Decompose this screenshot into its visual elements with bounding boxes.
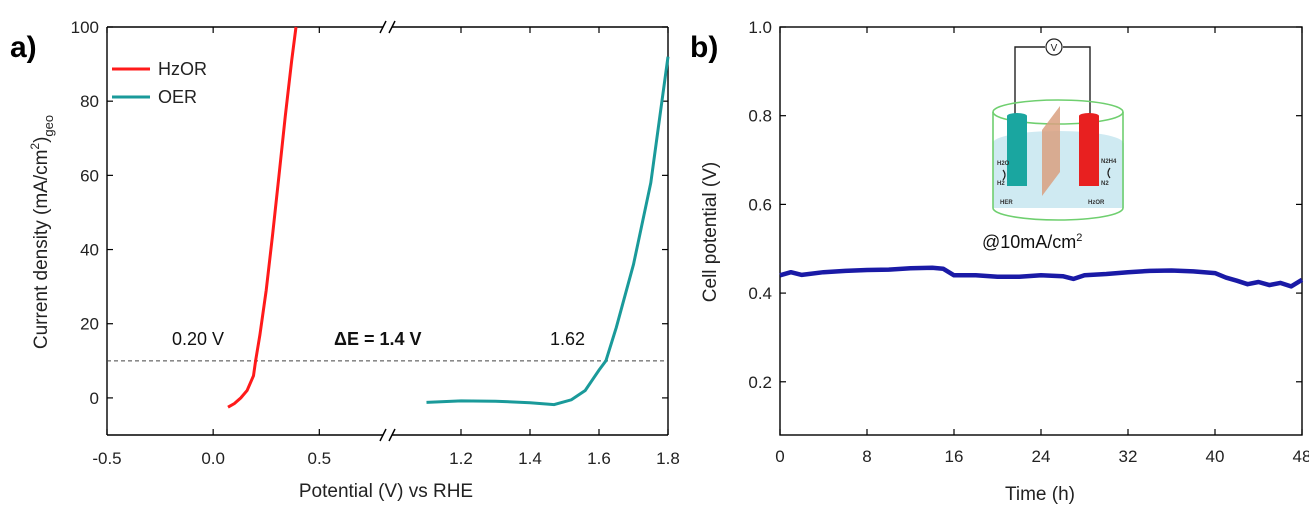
y-tick-label: 60 bbox=[80, 166, 99, 185]
inset-right-molecule-2: N2 bbox=[1101, 181, 1109, 187]
her-electrode-icon bbox=[1007, 116, 1027, 186]
y-tick-label: 0.6 bbox=[748, 195, 772, 214]
annotation-oer-onset: 1.62 bbox=[550, 329, 585, 349]
inset-left-arrow-icon bbox=[1002, 169, 1006, 181]
y-tick-label: 100 bbox=[71, 18, 99, 37]
x-tick-label: 40 bbox=[1206, 447, 1225, 466]
panel-a-legend: HzOR OER bbox=[112, 59, 207, 107]
annotation-hzor-onset: 0.20 V bbox=[172, 329, 224, 349]
axis-break-mark bbox=[388, 20, 396, 34]
panel-b-x-ticks: 0 8 16 24 32 40 48 bbox=[775, 27, 1309, 466]
panel-b-y-axis-title: Cell potential (V) bbox=[700, 162, 721, 302]
x-tick-label: 24 bbox=[1032, 447, 1051, 466]
y-tick-label: 80 bbox=[80, 92, 99, 111]
y-title-sub: geo bbox=[41, 115, 56, 137]
y-tick-label: 40 bbox=[80, 241, 99, 260]
x-tick-label: 8 bbox=[862, 447, 871, 466]
series-line-oer bbox=[426, 56, 670, 407]
her-electrode-top bbox=[1007, 113, 1027, 119]
axis-break-mark bbox=[379, 428, 387, 442]
panel-a-x-ticks: -0.5 0.0 0.5 1.2 1.4 1.6 1.8 bbox=[92, 27, 680, 468]
y-tick-label: 20 bbox=[80, 315, 99, 334]
panel-a-y-axis-title: Current density (mA/cm2)geo bbox=[28, 115, 56, 349]
panel-a-axis-break bbox=[379, 20, 396, 442]
y-title-main: Current density (mA/cm bbox=[31, 150, 52, 350]
x-tick-label: 0.0 bbox=[201, 449, 225, 468]
voltmeter-icon bbox=[1045, 38, 1063, 56]
inset-hzor-label: HzOR bbox=[1088, 200, 1105, 206]
inset-right-arrow-icon bbox=[1107, 167, 1111, 179]
panel-a-y-ticks: 0 20 40 60 80 100 bbox=[71, 18, 668, 408]
hzor-electrode-top bbox=[1079, 113, 1099, 119]
legend-label-oer: OER bbox=[158, 87, 197, 107]
y-title-sup: 2 bbox=[28, 143, 42, 150]
hzor-electrode-icon bbox=[1079, 116, 1099, 186]
y-title-close: ) bbox=[31, 137, 52, 143]
inset-caption-main: @10mA/cm bbox=[982, 232, 1076, 252]
panel-b-y-ticks: 0.2 0.4 0.6 0.8 1.0 bbox=[748, 18, 1302, 392]
panel-b-label: b) bbox=[690, 31, 718, 64]
membrane-icon bbox=[1042, 106, 1060, 196]
x-tick-label: 1.4 bbox=[518, 449, 542, 468]
y-tick-label: 0.2 bbox=[748, 373, 772, 392]
y-tick-label: 1.0 bbox=[748, 18, 772, 37]
x-tick-label: -0.5 bbox=[92, 449, 121, 468]
x-tick-label: 1.2 bbox=[449, 449, 473, 468]
axis-break-mark bbox=[388, 428, 396, 442]
annotation-delta-e: ΔE = 1.4 V bbox=[334, 329, 422, 349]
x-tick-label: 32 bbox=[1119, 447, 1138, 466]
electrolyzer-inset: V H2O H2 N2H4 N2 HER HzOR @10mA/cm2 bbox=[982, 38, 1124, 252]
panel-b: b) 0.2 0.4 0.6 0.8 1.0 0 8 16 24 32 40 48 Time (h)… bbox=[690, 18, 1309, 505]
panel-b-frame bbox=[779, 26, 1303, 436]
panel-a-x-axis-title: Potential (V) vs RHE bbox=[299, 481, 473, 502]
x-tick-label: 0.5 bbox=[307, 449, 331, 468]
x-tick-label: 1.6 bbox=[587, 449, 611, 468]
x-tick-label: 0 bbox=[775, 447, 784, 466]
series-line-cell-potential bbox=[779, 265, 1304, 289]
series-line-hzor bbox=[227, 26, 298, 409]
inset-wire-left bbox=[1014, 46, 1045, 115]
panel-b-x-axis-title: Time (h) bbox=[1005, 484, 1075, 505]
y-tick-label: 0 bbox=[90, 389, 99, 408]
legend-label-hzor: HzOR bbox=[158, 59, 207, 79]
inset-caption: @10mA/cm2 bbox=[982, 232, 1082, 252]
y-tick-label: 0.4 bbox=[748, 284, 772, 303]
inset-left-molecule-1: H2O bbox=[997, 161, 1010, 167]
axis-break-mark bbox=[379, 20, 387, 34]
x-tick-label: 48 bbox=[1293, 447, 1309, 466]
beaker-icon bbox=[992, 112, 1124, 221]
y-tick-label: 0.8 bbox=[748, 107, 772, 126]
panel-a-label: a) bbox=[10, 31, 37, 64]
x-tick-label: 1.8 bbox=[656, 449, 680, 468]
inset-wire-right bbox=[1063, 46, 1091, 115]
inset-her-label: HER bbox=[1000, 200, 1013, 206]
x-tick-label: 16 bbox=[945, 447, 964, 466]
inset-caption-sup: 2 bbox=[1076, 232, 1082, 244]
inset-left-molecule-2: H2 bbox=[997, 181, 1005, 187]
panel-a: a) 0 20 40 60 80 100 -0.5 0.0 0.5 1.2 1.4 1.6 1.8 H… bbox=[10, 18, 680, 502]
inset-right-molecule-1: N2H4 bbox=[1101, 159, 1117, 165]
voltmeter-symbol: V bbox=[1051, 43, 1058, 54]
